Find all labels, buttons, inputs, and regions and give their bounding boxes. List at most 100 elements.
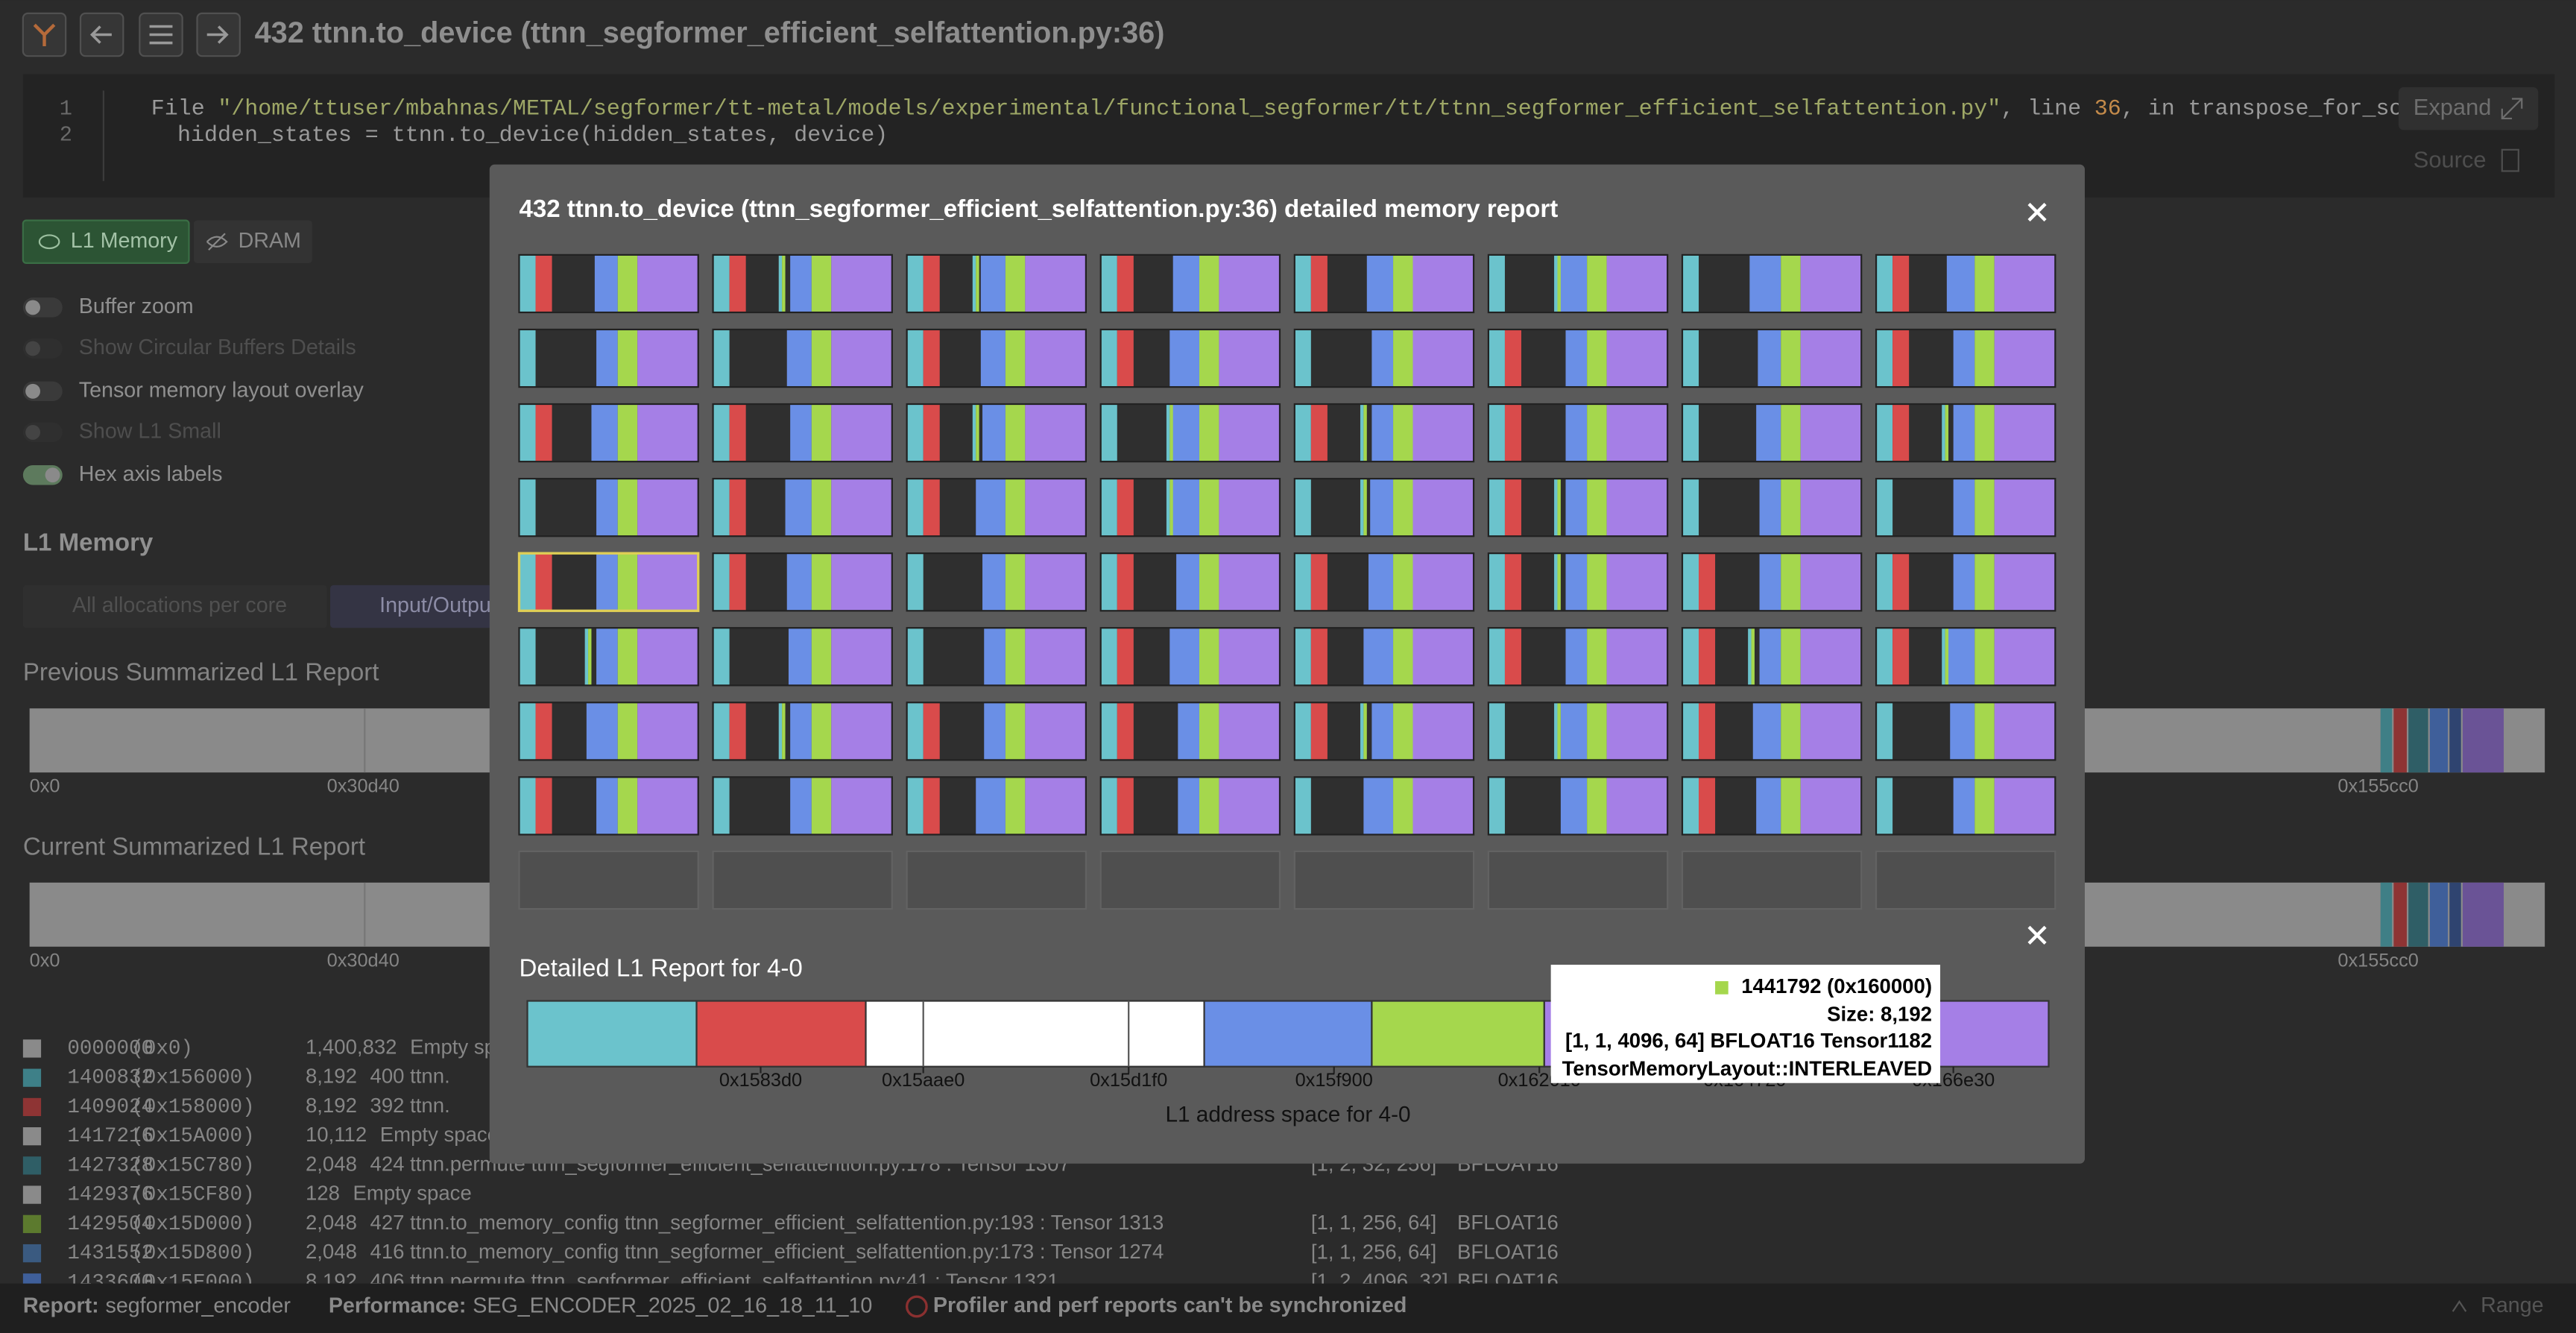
core-cell[interactable] [1099, 776, 1281, 836]
core-cell[interactable] [1293, 776, 1475, 836]
core-cell[interactable] [906, 627, 1087, 687]
core-cell[interactable] [712, 253, 893, 314]
core-seg [984, 702, 1006, 760]
core-cell[interactable] [906, 477, 1087, 538]
core-cell[interactable] [1487, 552, 1669, 612]
core-cell[interactable] [1293, 477, 1475, 538]
tab-active[interactable] [22, 219, 190, 264]
core-cell[interactable] [1099, 253, 1281, 314]
core-cell[interactable] [1681, 328, 1863, 388]
core-cell[interactable] [906, 552, 1087, 612]
core-empty [1681, 850, 1863, 910]
tab-label[interactable]: DRAM [239, 229, 301, 253]
core-cell[interactable] [1681, 477, 1863, 538]
core-cell[interactable] [1875, 477, 2056, 538]
core-cell[interactable] [1681, 253, 1863, 314]
core-cell[interactable] [1099, 702, 1281, 761]
switch-knob [25, 383, 40, 399]
core-cell[interactable] [906, 702, 1087, 761]
core-cell[interactable] [1875, 328, 2056, 388]
detail-segment[interactable] [526, 1000, 698, 1068]
core-cell[interactable] [1099, 627, 1281, 687]
core-cell[interactable] [1487, 477, 1669, 538]
core-cell[interactable] [906, 253, 1087, 314]
core-cell[interactable] [712, 776, 893, 836]
core-cell[interactable] [712, 403, 893, 463]
core-cell[interactable] [1293, 552, 1475, 612]
core-cell[interactable] [1875, 776, 2056, 836]
core-seg [923, 479, 940, 537]
filter-label: All allocations per core [72, 593, 287, 617]
core-seg [1100, 553, 1117, 611]
core-cell[interactable] [518, 776, 699, 836]
expand-label[interactable]: Expand [2414, 94, 2492, 120]
close-button[interactable] [2027, 202, 2047, 222]
core-cell[interactable] [712, 477, 893, 538]
core-cell[interactable] [1681, 552, 1863, 612]
core-cell[interactable] [518, 477, 699, 538]
core-cell[interactable] [1487, 328, 1669, 388]
core-cell[interactable] [712, 328, 893, 388]
core-cell[interactable] [1487, 776, 1669, 836]
core-seg [1294, 404, 1311, 462]
core-cell[interactable] [1293, 328, 1475, 388]
core-cell[interactable] [1681, 627, 1863, 687]
core-cell[interactable] [1875, 552, 2056, 612]
core-cell[interactable] [518, 627, 699, 687]
core-cell[interactable] [1099, 477, 1281, 538]
detail-segment[interactable] [865, 1000, 1205, 1068]
core-cell[interactable] [518, 702, 699, 761]
core-seg [1606, 254, 1668, 313]
core-cell[interactable] [1293, 403, 1475, 463]
core-seg [535, 254, 552, 313]
core-cell[interactable] [1293, 702, 1475, 761]
core-seg [1946, 628, 1975, 686]
filter-button[interactable] [330, 584, 528, 628]
core-cell[interactable] [712, 702, 893, 761]
close-button[interactable] [2027, 925, 2047, 945]
core-cell[interactable] [1875, 253, 2056, 314]
core-seg [1974, 254, 1995, 313]
core-cell[interactable] [1099, 552, 1281, 612]
core-cell[interactable] [1487, 253, 1669, 314]
core-cell[interactable] [1487, 627, 1669, 687]
filter-input[interactable] [22, 584, 327, 628]
tab-label[interactable]: L1 Memory [71, 229, 178, 253]
core-seg [1606, 628, 1668, 686]
core-cell[interactable] [906, 776, 1087, 836]
core-cell[interactable] [1681, 702, 1863, 761]
core-cell[interactable] [1099, 403, 1281, 463]
detail-segment[interactable] [695, 1000, 867, 1068]
core-cell[interactable] [712, 627, 893, 687]
core-cell[interactable] [1293, 627, 1475, 687]
core-cell[interactable] [1487, 702, 1669, 761]
core-cell[interactable] [906, 403, 1087, 463]
core-cell[interactable] [1099, 328, 1281, 388]
core-seg [786, 553, 812, 611]
core-cell[interactable] [518, 403, 699, 463]
core-cell[interactable] [906, 328, 1087, 388]
core-border [1681, 403, 1863, 463]
core-cell[interactable] [1681, 776, 1863, 836]
core-cell[interactable] [518, 253, 699, 314]
core-cell[interactable] [517, 552, 700, 612]
core-cell[interactable] [712, 552, 893, 612]
core-cell[interactable] [1875, 702, 2056, 761]
source-label[interactable]: Source [2414, 146, 2487, 172]
core-seg [1117, 628, 1134, 686]
core-cell[interactable] [1293, 253, 1475, 314]
detail-segment[interactable] [1203, 1000, 1373, 1068]
core-border [517, 552, 700, 612]
buffer-hex: (0x15A000) [131, 1125, 254, 1148]
core-cell[interactable] [1681, 403, 1863, 463]
core-seg [1945, 404, 1949, 462]
core-seg [1371, 329, 1394, 388]
tab[interactable] [194, 220, 312, 263]
core-seg [1892, 254, 1910, 313]
detail-segment[interactable] [1371, 1000, 1545, 1068]
core-cell[interactable] [1487, 403, 1669, 463]
core-cell[interactable] [1875, 403, 2056, 463]
core-seg [1682, 404, 1699, 462]
core-cell[interactable] [1875, 627, 2056, 687]
core-cell[interactable] [518, 328, 699, 388]
